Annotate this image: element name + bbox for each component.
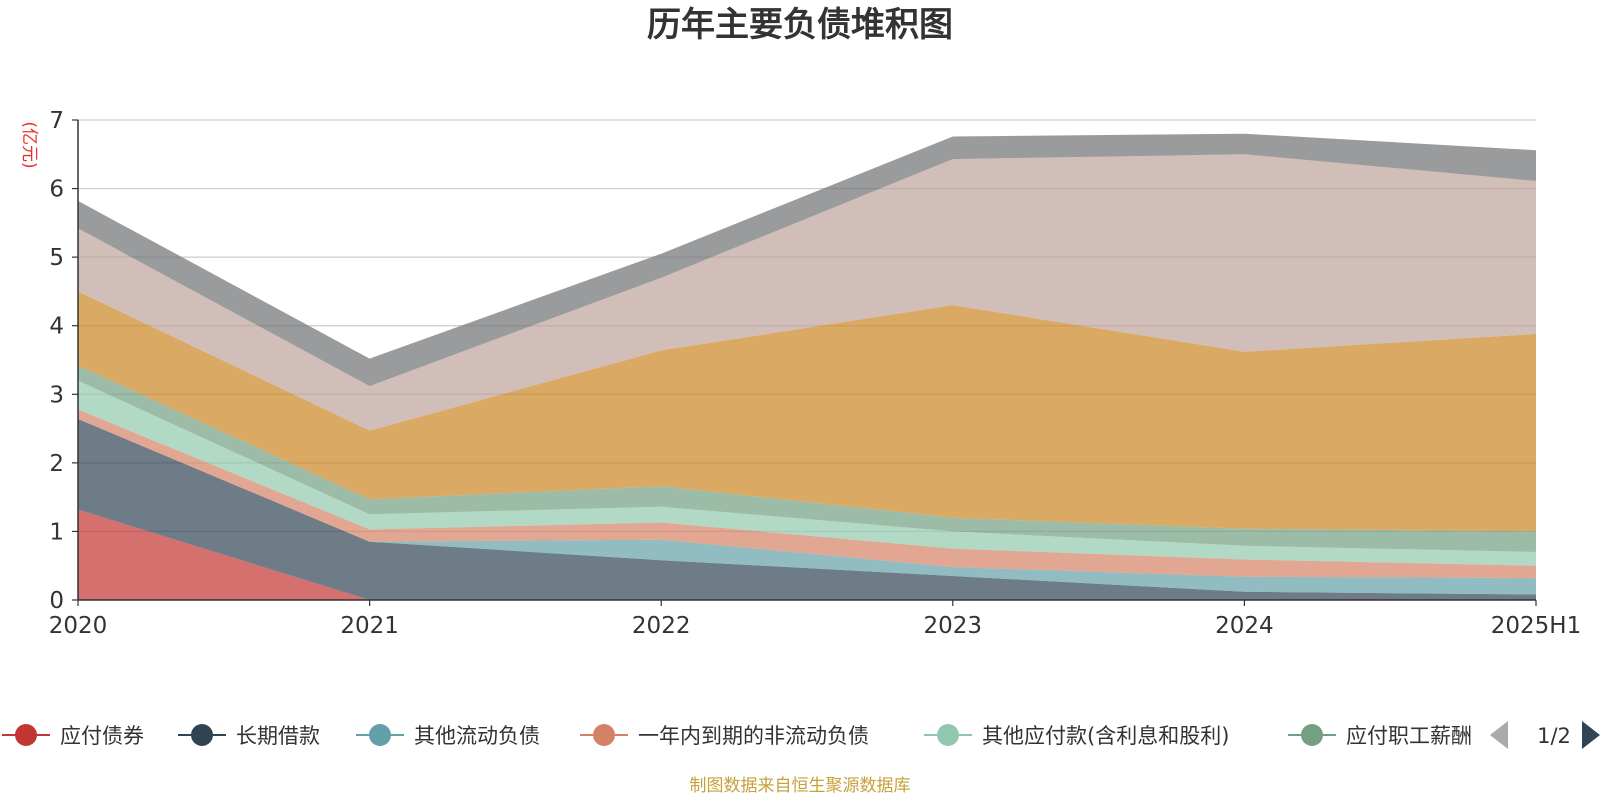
y-tick-label: 5 [49,245,64,271]
legend-page-indicator: 1/2 [1537,724,1571,748]
legend-item[interactable]: 其他应付款(含利息和股利) [924,724,1229,748]
legend-item[interactable]: 应付职工薪酬 [1288,724,1472,748]
y-tick-label: 6 [49,177,64,203]
x-tick-label: 2022 [632,613,691,639]
y-tick-label: 2 [49,451,64,477]
chart-title: 历年主要负债堆积图 [647,5,953,45]
legend-dot-marker [191,724,213,746]
area-series-7[interactable] [78,291,1536,532]
source-note: 制图数据来自恒生聚源数据库 [690,776,911,796]
legend-item[interactable]: 长期借款 [178,724,320,748]
x-tick-label: 2021 [340,613,399,639]
area-series-5[interactable] [78,380,1536,566]
legend-label: 其他流动负债 [414,724,540,748]
legend-pager[interactable]: 1/2 [1490,721,1600,749]
legend-item[interactable]: 应付债券 [2,724,144,748]
area-series[interactable] [78,133,1536,601]
legend-item[interactable]: 其他流动负债 [356,724,540,748]
y-tick-label: 1 [49,519,64,545]
axes: 0 1 2 3 4 5 6 7 2020 2021 2022 2023 2024 2025H1 [49,108,1582,639]
legend-label: 其他应付款(含利息和股利) [982,724,1229,748]
area-series-6[interactable] [78,365,1536,553]
area-series-1[interactable] [78,509,1536,601]
x-tick-label: 2025H1 [1491,613,1581,639]
legend-dot-marker [593,724,615,746]
y-tick-label: 4 [49,314,64,340]
legend[interactable]: 应付债券 长期借款 其他流动负债 一年内到期的非流动负债 其他应付款(含利息和股利) 应付… [2,721,1600,749]
legend-dot-marker [1301,724,1323,746]
legend-label: 长期借款 [236,724,320,748]
legend-label: 一年内到期的非流动负债 [638,724,869,748]
y-tick-label: 0 [49,588,64,614]
x-tick-label: 2023 [924,613,983,639]
legend-dot-marker [369,724,391,746]
legend-item[interactable]: 一年内到期的非流动负债 [580,724,869,748]
x-tick-label: 2020 [49,613,108,639]
area-series-4[interactable] [78,409,1536,579]
legend-label: 应付债券 [60,724,144,748]
legend-dot-marker [15,724,37,746]
area-series-8[interactable] [78,154,1536,431]
legend-prev-icon[interactable] [1490,721,1508,749]
area-series-9[interactable] [78,133,1536,387]
legend-items[interactable]: 应付债券 长期借款 其他流动负债 一年内到期的非流动负债 其他应付款(含利息和股利) 应付… [2,724,1472,748]
x-tick-label: 2024 [1215,613,1274,639]
y-tick-label: 7 [49,108,64,134]
y-tick-label: 3 [49,382,64,408]
area-series-3[interactable] [78,419,1536,595]
y-axis-unit: (亿元) [19,121,39,168]
legend-next-icon[interactable] [1582,721,1600,749]
legend-label: 应付职工薪酬 [1346,724,1472,748]
area-series-2[interactable] [78,419,1536,600]
legend-dot-marker [937,724,959,746]
